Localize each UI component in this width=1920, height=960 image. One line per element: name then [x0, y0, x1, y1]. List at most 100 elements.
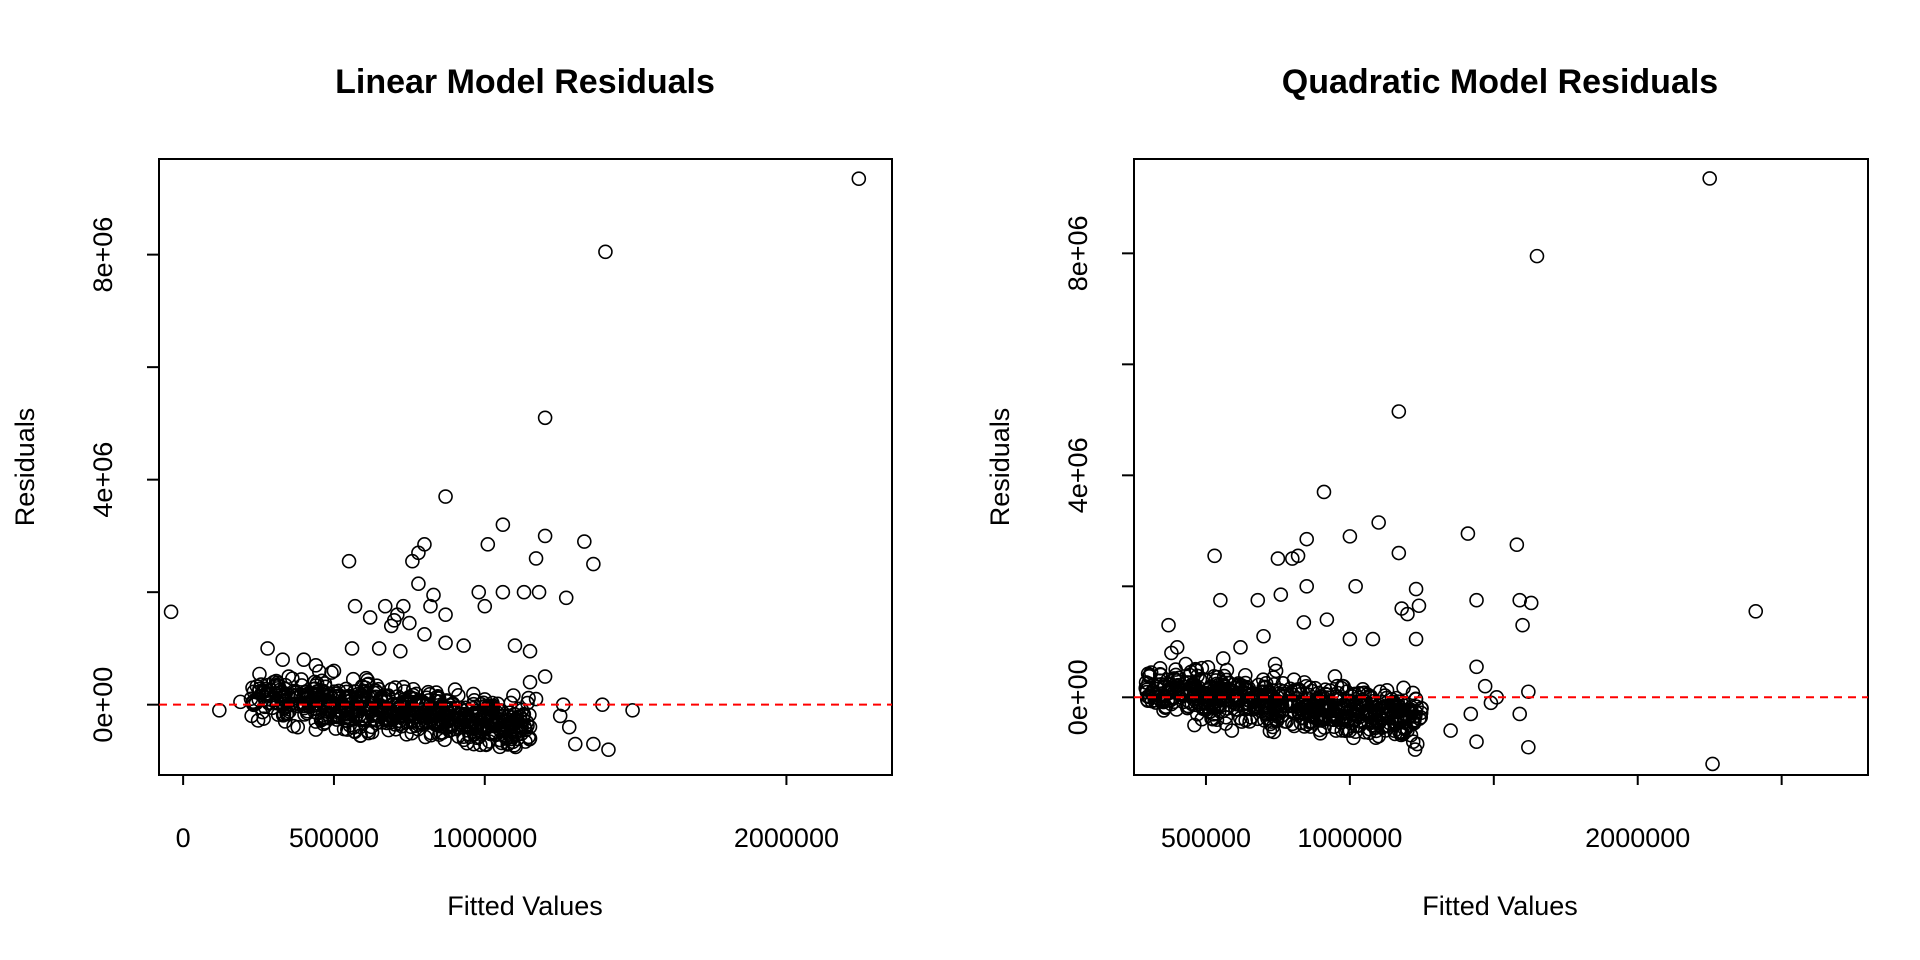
residual-point [341, 553, 357, 569]
residual-point [405, 553, 420, 569]
residual-point [552, 708, 568, 724]
residual-point [537, 669, 553, 684]
residual-point [233, 694, 248, 710]
chart-title: Quadratic Model Residuals [1282, 63, 1718, 101]
residual-point [344, 641, 360, 656]
residual-point [266, 674, 281, 690]
residual-point [347, 598, 363, 614]
residual-point-cluster [399, 727, 414, 742]
residual-point [1267, 656, 1283, 672]
residual-point-cluster [1308, 711, 1324, 726]
residual-point [1213, 592, 1228, 608]
residual-point [1469, 592, 1484, 608]
chart-title: Linear Model Residuals [335, 63, 715, 101]
residual-point-cluster [289, 690, 305, 706]
residual-point-cluster [281, 698, 296, 714]
residual-point-cluster [450, 729, 466, 744]
residual-point-cluster [477, 692, 493, 707]
residual-point [1469, 659, 1484, 675]
residual-point [537, 410, 553, 426]
residual-point-cluster [1368, 712, 1383, 728]
residual-point-cluster [452, 710, 468, 725]
residual-point-cluster [1304, 714, 1319, 729]
residual-point [1169, 640, 1185, 655]
residual-cluster [243, 664, 538, 755]
residual-point [577, 534, 592, 549]
residual-point-cluster [1400, 711, 1415, 726]
residual-point [1408, 631, 1424, 647]
residual-point-cluster [279, 706, 295, 722]
residual-point [1515, 617, 1530, 633]
residual-point-cluster [400, 694, 415, 710]
residual-point [1250, 592, 1266, 608]
residual-point [1224, 723, 1240, 738]
residual-point [402, 615, 417, 631]
residual-point [260, 641, 275, 656]
residual-point [522, 674, 538, 690]
residual-point [516, 584, 532, 600]
residual-point [1270, 551, 1286, 566]
residual-point [308, 714, 324, 729]
residual-point-cluster [1413, 705, 1429, 721]
residual-point-cluster [330, 688, 346, 704]
residual-point [1443, 723, 1458, 738]
residual-point [1215, 651, 1231, 666]
residual-point-cluster [500, 737, 516, 752]
residual-point-cluster [1190, 685, 1206, 700]
residual-point [625, 703, 640, 718]
residual-point-cluster [1336, 679, 1351, 694]
residual-point [1178, 656, 1194, 672]
residual-point-cluster [347, 724, 363, 740]
residual-point-cluster [264, 692, 280, 708]
residual-point [1748, 603, 1764, 619]
x-axis-label: Fitted Values [1422, 891, 1578, 921]
residual-point [438, 607, 453, 622]
residual-point [296, 652, 312, 667]
residual-point-cluster [1209, 699, 1225, 715]
residual-point-cluster [387, 680, 403, 695]
residual-point-cluster [1171, 670, 1187, 686]
residual-point-cluster [356, 684, 372, 699]
residual-point-cluster [430, 716, 445, 731]
residual-point [522, 731, 538, 746]
residual-point-cluster [368, 689, 384, 705]
plot-area [159, 171, 892, 757]
residual-point [1256, 628, 1271, 644]
residual-point-cluster [1368, 704, 1383, 720]
residual-point [492, 739, 508, 755]
residual-point-cluster [345, 671, 361, 687]
residual-point-cluster [487, 718, 503, 734]
residual-point-cluster [1368, 730, 1384, 746]
residual-point-cluster [1302, 680, 1318, 695]
residual-point [377, 598, 393, 614]
residual-point [163, 604, 179, 620]
residual-point-cluster [521, 729, 536, 745]
residual-point [1285, 551, 1300, 566]
residual-point-cluster [1403, 702, 1419, 718]
residual-point [601, 742, 616, 757]
x-tick-label: 2000000 [1585, 823, 1690, 853]
residual-point-cluster [273, 684, 289, 700]
residual-point [254, 686, 269, 701]
residual-point [426, 587, 441, 603]
residual-point [1299, 579, 1315, 594]
residual-point [558, 590, 574, 606]
residual-point [1273, 587, 1289, 602]
residual-point-cluster [1192, 696, 1208, 712]
residual-point [471, 584, 487, 600]
residual-point-cluster [1286, 672, 1302, 688]
residual-point-cluster [411, 695, 426, 710]
x-tick-label: 500000 [289, 823, 379, 853]
residual-point [1319, 612, 1335, 627]
residual-point-cluster [1207, 718, 1222, 734]
residual-point [1342, 723, 1358, 738]
residual-point [1342, 631, 1358, 647]
residual-point-cluster [416, 695, 432, 710]
residual-point-cluster [1165, 682, 1180, 698]
residual-point [1391, 404, 1407, 419]
residual-point-cluster [1336, 698, 1352, 714]
residual-point-cluster [376, 688, 392, 703]
residual-point [537, 528, 553, 544]
residual-point-cluster [1200, 660, 1216, 675]
residual-point-cluster [1352, 695, 1368, 710]
